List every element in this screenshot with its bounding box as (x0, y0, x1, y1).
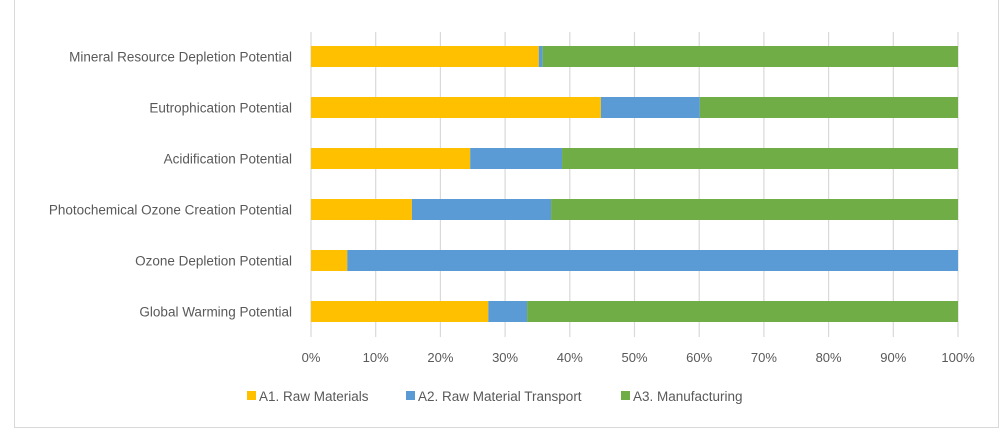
category-labels: Mineral Resource Depletion Potential Eutr… (49, 50, 292, 320)
bar-segment (311, 148, 471, 169)
bar-segment (311, 46, 539, 67)
chart-frame (14, 0, 999, 428)
legend-swatch (247, 391, 256, 400)
legend-label: A2. Raw Material Transport (418, 389, 582, 404)
legend-label: A3. Manufacturing (633, 389, 743, 404)
legend: A1. Raw Materials A2. Raw Material Transp… (247, 389, 743, 404)
bar-segment (488, 301, 528, 322)
category-label: Eutrophication Potential (149, 101, 292, 116)
bar-segment (538, 46, 543, 67)
bar-segment (600, 97, 700, 118)
x-tick-label: 20% (427, 350, 453, 365)
category-label: Acidification Potential (164, 152, 292, 167)
bar-segment (311, 301, 489, 322)
bars (311, 46, 958, 322)
category-label: Global Warming Potential (139, 305, 292, 320)
x-tick-label: 10% (363, 350, 389, 365)
bar-segment (562, 148, 958, 169)
bar-segment (347, 250, 958, 271)
x-tick-label: 90% (880, 350, 906, 365)
category-label: Mineral Resource Depletion Potential (69, 50, 292, 65)
x-tick-label: 60% (686, 350, 712, 365)
x-tick-label: 80% (816, 350, 842, 365)
x-tick-labels: 0% 10% 20% 30% 40% 50% 60% 70% 80% 90% 100% (302, 350, 975, 365)
bar-segment (551, 199, 958, 220)
legend-label: A1. Raw Materials (259, 389, 369, 404)
category-label: Photochemical Ozone Creation Potential (49, 203, 292, 218)
bar-segment (311, 250, 348, 271)
category-label: Ozone Depletion Potential (135, 254, 292, 269)
bar-segment (542, 46, 958, 67)
bar-segment (311, 97, 601, 118)
bar-segment (527, 301, 958, 322)
legend-swatch (621, 391, 630, 400)
bar-segment (699, 97, 958, 118)
x-tick-label: 70% (751, 350, 777, 365)
bar-segment (470, 148, 563, 169)
x-tick-label: 30% (492, 350, 518, 365)
bar-segment (411, 199, 552, 220)
x-tick-label: 50% (621, 350, 647, 365)
x-tick-label: 0% (302, 350, 321, 365)
legend-swatch (406, 391, 415, 400)
bar-segment (311, 199, 412, 220)
x-tick-label: 40% (557, 350, 583, 365)
gridlines (310, 32, 959, 337)
x-tick-label: 100% (941, 350, 975, 365)
